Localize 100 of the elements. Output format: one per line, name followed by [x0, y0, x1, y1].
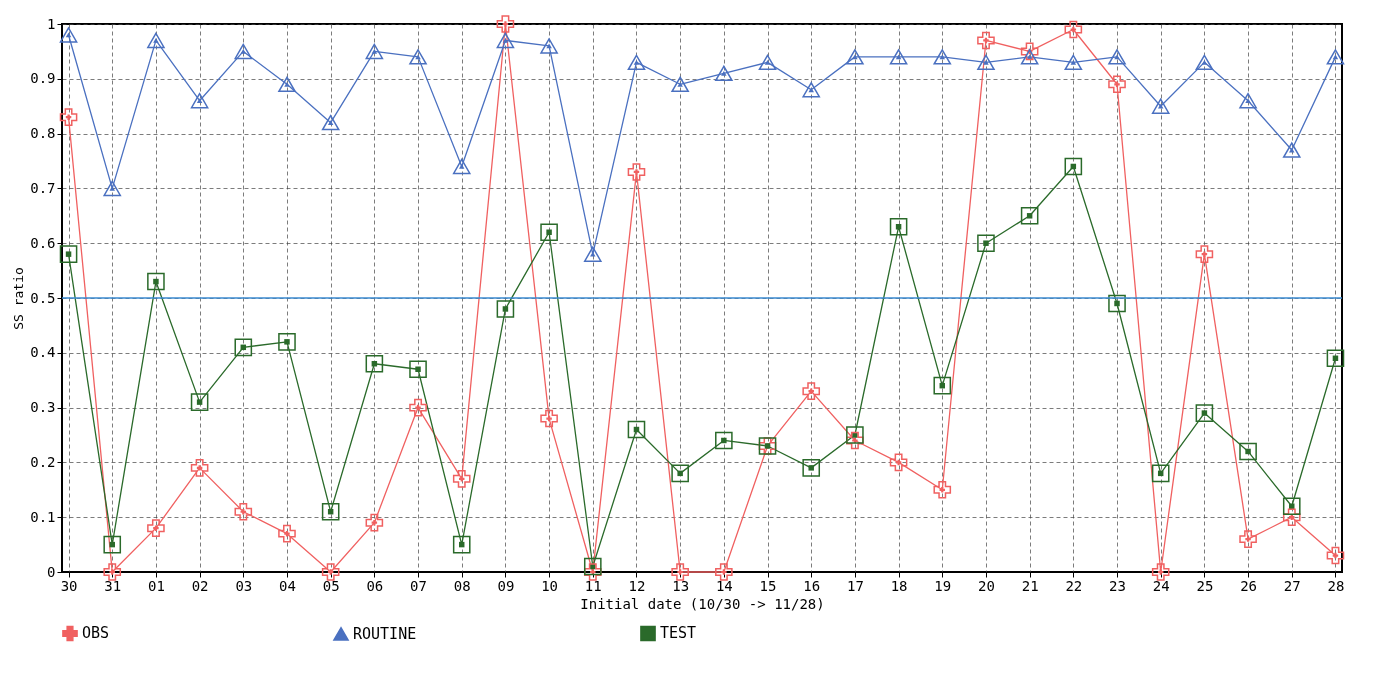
- x-tick-label: 06: [366, 577, 384, 594]
- point: [977, 234, 995, 253]
- y-tick-label: 0: [47, 563, 56, 580]
- point: [147, 32, 165, 49]
- point: [1282, 497, 1301, 516]
- y-tick-label: 0.3: [30, 399, 56, 416]
- point: [1282, 142, 1301, 158]
- point: [103, 535, 122, 554]
- point: [59, 108, 78, 126]
- point: [452, 535, 471, 554]
- x-tick-label: 09: [497, 577, 515, 594]
- x-tick-label: 20: [978, 577, 995, 594]
- point: [846, 426, 864, 444]
- point: [409, 49, 427, 65]
- point: [977, 31, 995, 50]
- x-tick-label: 01: [148, 577, 165, 594]
- x-tick-label: 11: [584, 577, 602, 594]
- x-tick-label: 19: [934, 577, 952, 594]
- point: [496, 300, 515, 318]
- point: [540, 409, 558, 428]
- point: [365, 513, 384, 532]
- point: [1151, 563, 1170, 581]
- point: [1239, 92, 1257, 109]
- point: [758, 54, 777, 71]
- point: [1282, 508, 1301, 527]
- point: [933, 480, 952, 499]
- point: [889, 217, 908, 236]
- x-tick-label: 04: [279, 577, 296, 594]
- point: [234, 43, 253, 60]
- point: [190, 393, 209, 411]
- x-tick-label: 18: [890, 577, 908, 594]
- point: [147, 272, 165, 291]
- point: [409, 398, 427, 417]
- point: [190, 459, 209, 477]
- point: [1020, 206, 1039, 225]
- point: [671, 76, 689, 93]
- x-tick-label: 25: [1196, 577, 1214, 594]
- point: [889, 453, 908, 472]
- point: [1151, 464, 1170, 483]
- point: [627, 163, 646, 181]
- point: [583, 557, 602, 576]
- point: [715, 65, 733, 82]
- point: [452, 158, 471, 175]
- x-tick-label: 17: [846, 577, 864, 594]
- point: [321, 502, 340, 521]
- point: [583, 563, 602, 581]
- point: [278, 76, 296, 93]
- y-axis-title: SS ratio: [11, 267, 27, 330]
- x-tick-label: 12: [628, 577, 646, 594]
- point: [627, 420, 646, 439]
- point: [889, 49, 908, 65]
- point: [802, 459, 821, 477]
- y-tick-label: 1: [47, 15, 56, 32]
- point: [1195, 54, 1214, 71]
- point: [1195, 245, 1214, 263]
- point: [1108, 75, 1126, 94]
- x-tick-label: 23: [1109, 577, 1126, 594]
- point: [147, 519, 165, 537]
- point: [409, 360, 427, 379]
- point: [234, 338, 253, 357]
- y-tick-label: 0.4: [30, 344, 56, 361]
- point: [1108, 49, 1126, 65]
- point: [540, 223, 558, 242]
- point: [1239, 530, 1257, 548]
- point: [103, 563, 122, 581]
- point: [933, 376, 952, 395]
- point: [671, 563, 689, 581]
- point: [977, 54, 995, 71]
- y-tick-label: 0.1: [30, 508, 56, 525]
- point: [1064, 54, 1083, 71]
- point: [496, 15, 515, 33]
- point: [846, 49, 864, 65]
- point: [278, 333, 296, 351]
- x-tick-label: 08: [453, 577, 471, 594]
- point: [1326, 349, 1345, 368]
- point: [278, 524, 296, 543]
- y-tick-label: 0.7: [30, 179, 56, 196]
- x-tick-label: 31: [104, 577, 122, 594]
- point: [103, 180, 122, 197]
- x-tick-label: 07: [410, 577, 427, 594]
- point: [321, 114, 340, 131]
- x-tick-label: 26: [1240, 577, 1257, 594]
- point: [802, 82, 821, 98]
- point: [365, 43, 384, 60]
- point: [1064, 157, 1083, 176]
- y-tick-label: 0.8: [30, 125, 56, 142]
- x-tick-label: 21: [1021, 577, 1039, 594]
- y-tick-label: 0.9: [30, 70, 56, 87]
- point: [1020, 42, 1039, 61]
- point: [583, 246, 602, 262]
- point: [540, 38, 558, 54]
- x-tick-label: 02: [191, 577, 209, 594]
- point: [627, 54, 646, 71]
- point: [1326, 49, 1345, 65]
- point: [1151, 98, 1170, 114]
- x-tick-label: 14: [715, 577, 733, 594]
- x-axis-title: Initial date (10/30 -> 11/28): [580, 595, 825, 612]
- point: [234, 502, 253, 521]
- point: [715, 563, 733, 581]
- point: [715, 431, 733, 450]
